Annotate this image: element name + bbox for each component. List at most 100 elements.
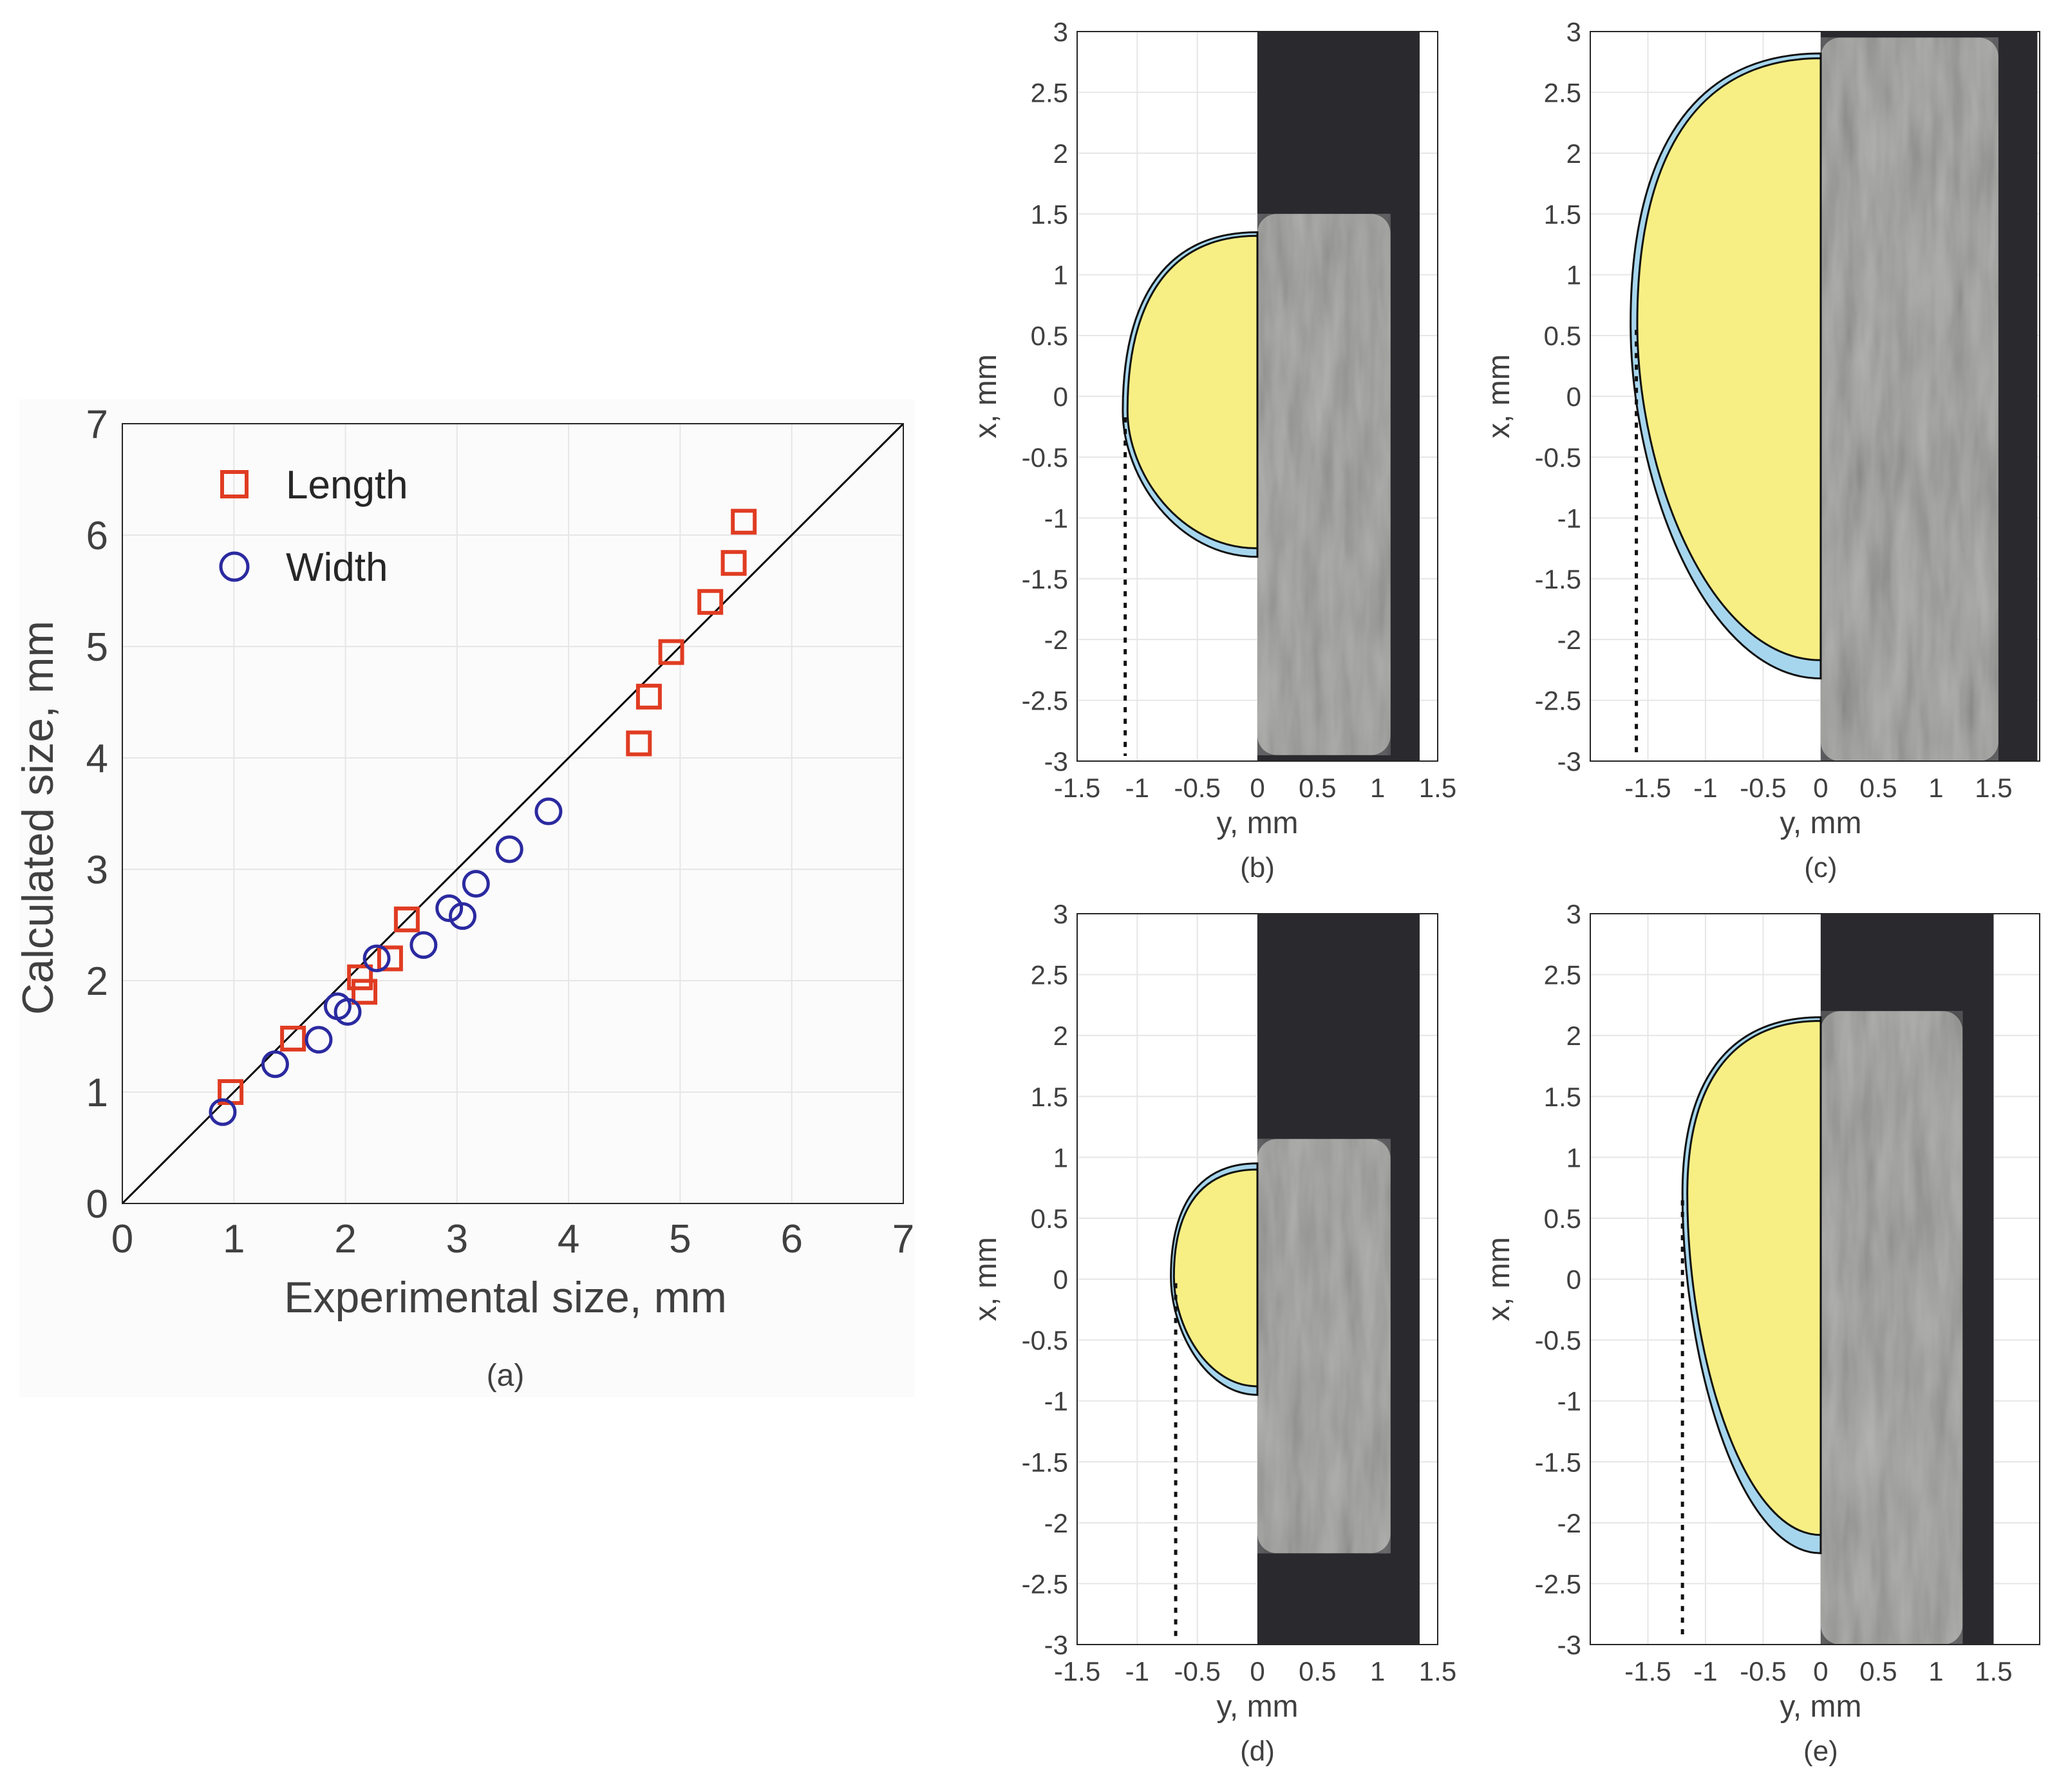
y-tick-label: -1 [1557, 503, 1581, 533]
x-tick-label: 1.5 [1419, 773, 1456, 803]
y-tick-label: 0.5 [1544, 321, 1581, 351]
x-tick-label: 4 [558, 1217, 579, 1261]
x-tick-label: 0.5 [1299, 773, 1336, 803]
x-tick-label: 2 [334, 1217, 356, 1261]
y-tick-label: 2 [1566, 138, 1581, 169]
width-marker [435, 894, 464, 923]
panel-a-plot-frame [122, 423, 904, 1204]
x-tick-label: -0.5 [1740, 1656, 1786, 1686]
x-tick-label: -0.5 [1174, 1656, 1220, 1686]
y-tick-label: -0.5 [1535, 442, 1581, 473]
y-tick-label: -0.5 [1022, 442, 1068, 473]
y-tick-label: 2 [1053, 1021, 1068, 1051]
width-marker [261, 1050, 289, 1079]
length-marker [626, 730, 652, 757]
y-tick-label: 1 [86, 1071, 108, 1115]
panel-caption: (c) [1804, 852, 1837, 883]
x-tick-label: 1.5 [1975, 773, 2012, 803]
y-tick-label: 1.5 [1544, 199, 1581, 229]
y-axis-label: x, mm [1482, 354, 1516, 439]
panel-a-data-markers [209, 509, 757, 1126]
panel-a-tick-labels: 0 1 2 3 4 5 6 7 0 1 2 3 4 5 6 7 [86, 402, 915, 1261]
y-tick-label: -2 [1044, 1508, 1068, 1538]
panel-caption: (b) [1240, 852, 1275, 883]
y-tick-label: 3 [1053, 17, 1068, 47]
y-tick-label: 3 [1566, 899, 1581, 929]
x-tick-label: 0.5 [1859, 1656, 1897, 1686]
x-tick-label: 0 [111, 1217, 133, 1261]
y-tick-label: 6 [86, 514, 108, 558]
x-tick-label: -1 [1693, 1656, 1717, 1686]
panel-a-caption: (a) [487, 1359, 525, 1393]
y-tick-label: 1 [1566, 260, 1581, 290]
inner-contour-region [1126, 234, 1259, 550]
micrograph-texture [1257, 1138, 1391, 1554]
y-tick-label: -3 [1044, 1630, 1068, 1660]
y-tick-label: -1.5 [1535, 564, 1581, 594]
y-tick-label: 3 [1566, 17, 1581, 47]
x-axis-label: y, mm [1780, 806, 1861, 840]
x-tick-label: 1 [1928, 773, 1943, 803]
x-tick-label: 0.5 [1859, 773, 1897, 803]
y-tick-label: 1.5 [1031, 1082, 1068, 1112]
y-tick-label: 0 [1053, 1265, 1068, 1295]
y-tick-label: -1.5 [1022, 1447, 1068, 1477]
micrograph-texture [1820, 1011, 1963, 1645]
x-tick-label: -1 [1125, 1656, 1149, 1686]
y-tick-label: 1.5 [1031, 199, 1068, 229]
x-tick-label: -1 [1125, 773, 1149, 803]
y-tick-label: -2 [1044, 625, 1068, 655]
micrograph-texture [1820, 37, 1998, 762]
y-tick-label: 2 [86, 959, 108, 1004]
width-marker [449, 902, 477, 930]
length-marker [393, 906, 420, 932]
x-tick-label: 1.5 [1419, 1656, 1456, 1686]
y-tick-label: -3 [1557, 1630, 1581, 1660]
x-tick-label: 0 [1813, 773, 1828, 803]
y-tick-label: -1 [1557, 1386, 1581, 1417]
y-axis-label: x, mm [969, 354, 1003, 439]
y-tick-label: -1.5 [1535, 1447, 1581, 1477]
y-tick-label: -2 [1557, 1508, 1581, 1538]
width-marker [305, 1026, 333, 1054]
x-axis-label: y, mm [1780, 1690, 1861, 1724]
legend-width-marker [219, 551, 250, 582]
x-tick-label: 0 [1813, 1656, 1828, 1686]
x-tick-label: -1.5 [1054, 773, 1100, 803]
y-tick-label: 2.5 [1031, 960, 1068, 990]
panel-caption: (e) [1803, 1735, 1838, 1767]
length-marker [280, 1025, 306, 1052]
x-tick-label: -1 [1693, 773, 1717, 803]
y-axis-label: x, mm [1482, 1237, 1516, 1321]
plot-frame [1590, 31, 2040, 762]
inner-contour-region [1686, 1019, 1822, 1536]
y-tick-label: 7 [86, 402, 108, 447]
y-tick-label: 3 [1053, 899, 1068, 929]
y-tick-label: 3 [86, 848, 108, 892]
y-tick-label: -2.5 [1535, 686, 1581, 716]
y-tick-label: 2.5 [1544, 77, 1581, 108]
legend-label-length: Length [286, 463, 408, 507]
width-marker [209, 1098, 237, 1126]
length-marker [697, 589, 724, 615]
length-marker [658, 639, 684, 665]
y-tick-label: 1 [1053, 1142, 1068, 1173]
x-tick-label: 0 [1250, 1656, 1264, 1686]
y-tick-label: 2.5 [1544, 960, 1581, 990]
y-tick-label: 0.5 [1031, 1203, 1068, 1234]
y-tick-label: -2.5 [1535, 1569, 1581, 1599]
panel-d-contour-plot: -1.5 -1 -0.5 0 0.5 1 1.5 3 2.5 2 1.5 1 0.5 0 -0.5 -1 -1.… [969, 899, 1456, 1767]
y-tick-label: -1 [1044, 503, 1068, 533]
y-tick-label: 0 [1566, 382, 1581, 412]
y-tick-label: 0 [1566, 1265, 1581, 1295]
micrograph-texture [1257, 214, 1391, 755]
x-tick-label: 1 [1370, 773, 1385, 803]
length-marker [635, 683, 662, 710]
panel-a-y-axis-label: Calculated size, mm [14, 621, 62, 1015]
y-tick-label: 2.5 [1031, 77, 1068, 108]
y-tick-label: 0.5 [1544, 1203, 1581, 1234]
y-axis-label: x, mm [969, 1237, 1003, 1321]
legend-length-marker [220, 470, 249, 498]
y-tick-label: -1 [1044, 1386, 1068, 1417]
length-marker [720, 550, 747, 576]
